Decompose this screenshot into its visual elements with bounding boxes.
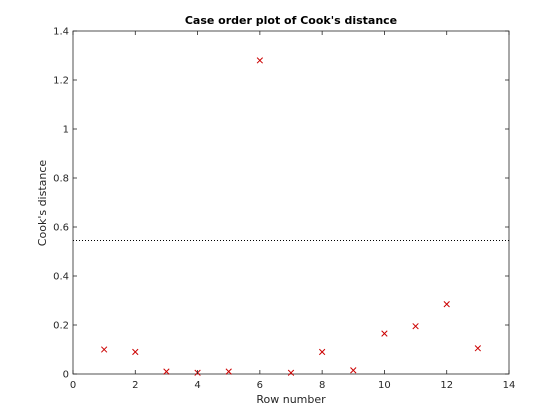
- data-point: [163, 368, 170, 375]
- data-point: [443, 301, 450, 308]
- y-tick-label: 0.2: [53, 321, 69, 332]
- plot-area: [72, 30, 510, 375]
- y-tick-label: 0.6: [53, 223, 69, 234]
- data-point-stroke-b: [381, 330, 388, 337]
- y-tick-label: 1: [63, 125, 69, 136]
- chart-title: Case order plot of Cook's distance: [185, 14, 397, 27]
- data-point-stroke-b: [443, 301, 450, 308]
- y-axis-ticks: 0 0.2 0.4 0.6 0.8 1 1.2 1.4: [53, 27, 509, 381]
- x-tick-label: 4: [194, 380, 200, 391]
- data-point-stroke-b: [225, 368, 232, 375]
- x-tick-label: 14: [503, 380, 516, 391]
- y-tick-label: 1.2: [53, 76, 69, 87]
- data-point-stroke-b: [287, 369, 295, 376]
- data-point-stroke-b: [132, 348, 139, 356]
- x-tick-label: 0: [70, 380, 76, 391]
- data-point: [474, 345, 482, 352]
- x-axis-label: Row number: [256, 393, 326, 406]
- y-axis-label: Cook's distance: [36, 160, 49, 247]
- data-point-stroke-b: [163, 368, 170, 375]
- x-tick-label: 8: [319, 380, 325, 391]
- data-point: [381, 330, 388, 337]
- data-point-stroke-b: [318, 348, 326, 356]
- data-point-stroke-b: [350, 367, 357, 374]
- data-point: [350, 367, 357, 374]
- x-tick-label: 10: [378, 380, 391, 391]
- data-point-stroke-b: [474, 345, 482, 352]
- data-point: [287, 369, 295, 376]
- data-point-stroke-b: [100, 346, 108, 353]
- x-tick-label: 2: [132, 380, 138, 391]
- data-point: [256, 57, 264, 64]
- data-point: [225, 368, 232, 375]
- data-point: [132, 348, 139, 356]
- y-tick-label: 0.4: [53, 272, 69, 283]
- data-point: [412, 323, 419, 330]
- data-point: [100, 346, 108, 353]
- y-tick-label: 0.8: [53, 174, 69, 185]
- data-point: [318, 348, 326, 356]
- y-tick-label: 0: [63, 370, 69, 381]
- x-tick-label: 6: [257, 380, 263, 391]
- y-tick-label: 1.4: [53, 27, 69, 38]
- x-tick-label: 12: [440, 380, 453, 391]
- data-point-stroke-b: [412, 323, 419, 330]
- data-point-stroke-b: [256, 57, 264, 64]
- x-axis-ticks: 0 2 4 6 8 10 12 14: [70, 31, 516, 391]
